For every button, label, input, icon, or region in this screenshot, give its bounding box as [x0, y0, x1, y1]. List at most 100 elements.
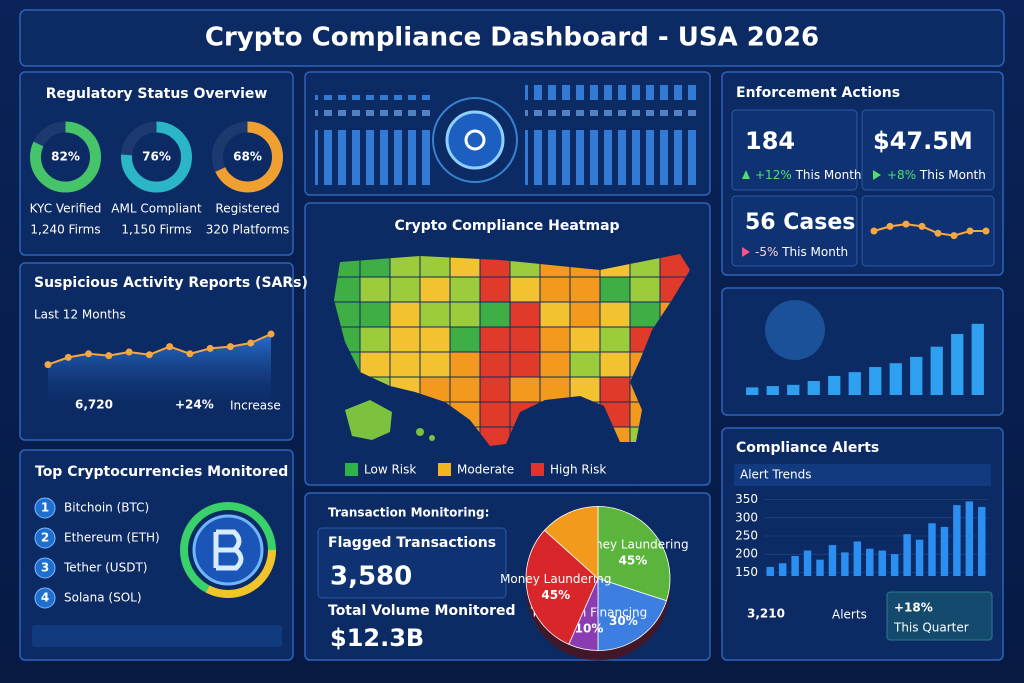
legend-label: Moderate — [457, 463, 514, 477]
map-region — [509, 276, 541, 303]
donut-arc — [212, 121, 283, 193]
bar — [889, 363, 902, 395]
map-region — [389, 351, 421, 378]
bar — [928, 523, 936, 576]
panel-title: Top Cryptocurrencies Monitored — [35, 464, 288, 480]
point — [105, 352, 113, 360]
kpi-change: +12% This Month — [755, 168, 862, 182]
decoration — [315, 95, 430, 185]
point — [125, 348, 133, 356]
kpi-card — [731, 195, 858, 267]
panel-title: Compliance Alerts — [736, 440, 879, 456]
alaska — [345, 400, 392, 440]
decoration — [525, 85, 700, 185]
crypto-name: Bitchoin (BTC) — [64, 501, 149, 515]
map-region — [509, 376, 541, 403]
bar — [910, 356, 923, 395]
legend-label: High Risk — [550, 463, 606, 477]
point — [886, 222, 894, 230]
coin-symbol — [213, 529, 244, 571]
bar — [841, 552, 849, 576]
change-label: This Month — [781, 245, 848, 259]
donut-arc — [121, 121, 192, 193]
point — [166, 343, 174, 351]
point — [64, 353, 72, 361]
change: +8% — [887, 168, 916, 182]
arrow-up — [742, 170, 750, 179]
arrow — [742, 247, 750, 257]
legend: Low Risk Moderate High Risk — [345, 463, 606, 477]
crypto-name: Solana (SOL) — [64, 591, 142, 605]
coin-ring — [180, 502, 276, 598]
donut-label: KYC Verified — [30, 202, 102, 216]
kpi-value: 184 — [745, 127, 795, 155]
kpi-card — [861, 195, 995, 267]
crypto-list: 1 Bitchoin (BTC) 2 Ethereum (ETH) 3 Tether (U… — [34, 497, 160, 609]
map-region — [419, 276, 451, 303]
point — [982, 227, 990, 235]
y-tick-label: 200 — [735, 547, 758, 561]
map-region — [359, 276, 391, 303]
bar — [816, 559, 824, 576]
bar — [869, 367, 882, 395]
map-region — [539, 351, 571, 378]
panel-title: Regulatory Status Overview — [46, 86, 268, 102]
kpi-change: +8% This Month — [887, 168, 986, 182]
map-region — [479, 401, 511, 428]
map-region — [539, 301, 571, 328]
map-region — [389, 326, 421, 353]
bar — [828, 375, 841, 395]
point — [966, 227, 974, 235]
panel — [19, 71, 294, 256]
decoration — [32, 625, 282, 647]
point — [186, 350, 194, 358]
map-region — [359, 326, 391, 353]
map-region — [479, 301, 511, 328]
point — [870, 227, 878, 235]
decoration — [432, 97, 518, 183]
bar — [903, 534, 911, 576]
map-region — [539, 326, 571, 353]
panel-subtitle: Last 12 Months — [34, 308, 126, 322]
map-region — [539, 376, 571, 403]
panel-title: Transaction Monitoring: — [328, 506, 489, 520]
y-tick-label: 300 — [735, 510, 758, 524]
panel-title: Suspicious Activity Reports (SARs) — [34, 275, 308, 291]
donut-label: Registered — [215, 202, 279, 216]
map-region — [449, 376, 481, 403]
point — [934, 229, 942, 237]
donut-arc — [30, 121, 101, 193]
donut-detail: 1,240 Firms — [30, 223, 100, 237]
kpi-value: 56 Cases — [745, 210, 855, 235]
point — [85, 350, 93, 358]
point — [918, 222, 926, 230]
pie-slice — [597, 577, 667, 651]
kpi-card — [317, 527, 507, 599]
subtitle-box — [734, 464, 991, 486]
kpi-change-label: This Quarter — [893, 621, 969, 635]
slice-value: 45% — [541, 588, 570, 602]
rank: 2 — [41, 531, 49, 545]
kpi-value: $12.3B — [330, 624, 424, 652]
legend-swatch — [438, 463, 451, 476]
pie-slice — [597, 506, 671, 602]
map-region — [359, 301, 391, 328]
bar — [807, 381, 820, 395]
kpi-card — [861, 109, 995, 191]
kpi-change: +18% — [894, 601, 933, 615]
y-tick-label: 150 — [735, 565, 758, 579]
bar — [866, 548, 874, 576]
bar — [746, 387, 759, 395]
bar — [940, 526, 949, 576]
bar — [787, 384, 800, 395]
panel-subtitle: Alert Trends — [740, 468, 811, 482]
point — [902, 220, 910, 228]
map-region — [449, 276, 481, 303]
area — [48, 334, 271, 408]
map-region — [449, 326, 481, 353]
kpi-change-label: Increase — [230, 399, 281, 413]
bar — [803, 550, 812, 576]
kpi-value: 3,580 — [330, 562, 412, 592]
rank-badge — [34, 587, 56, 609]
